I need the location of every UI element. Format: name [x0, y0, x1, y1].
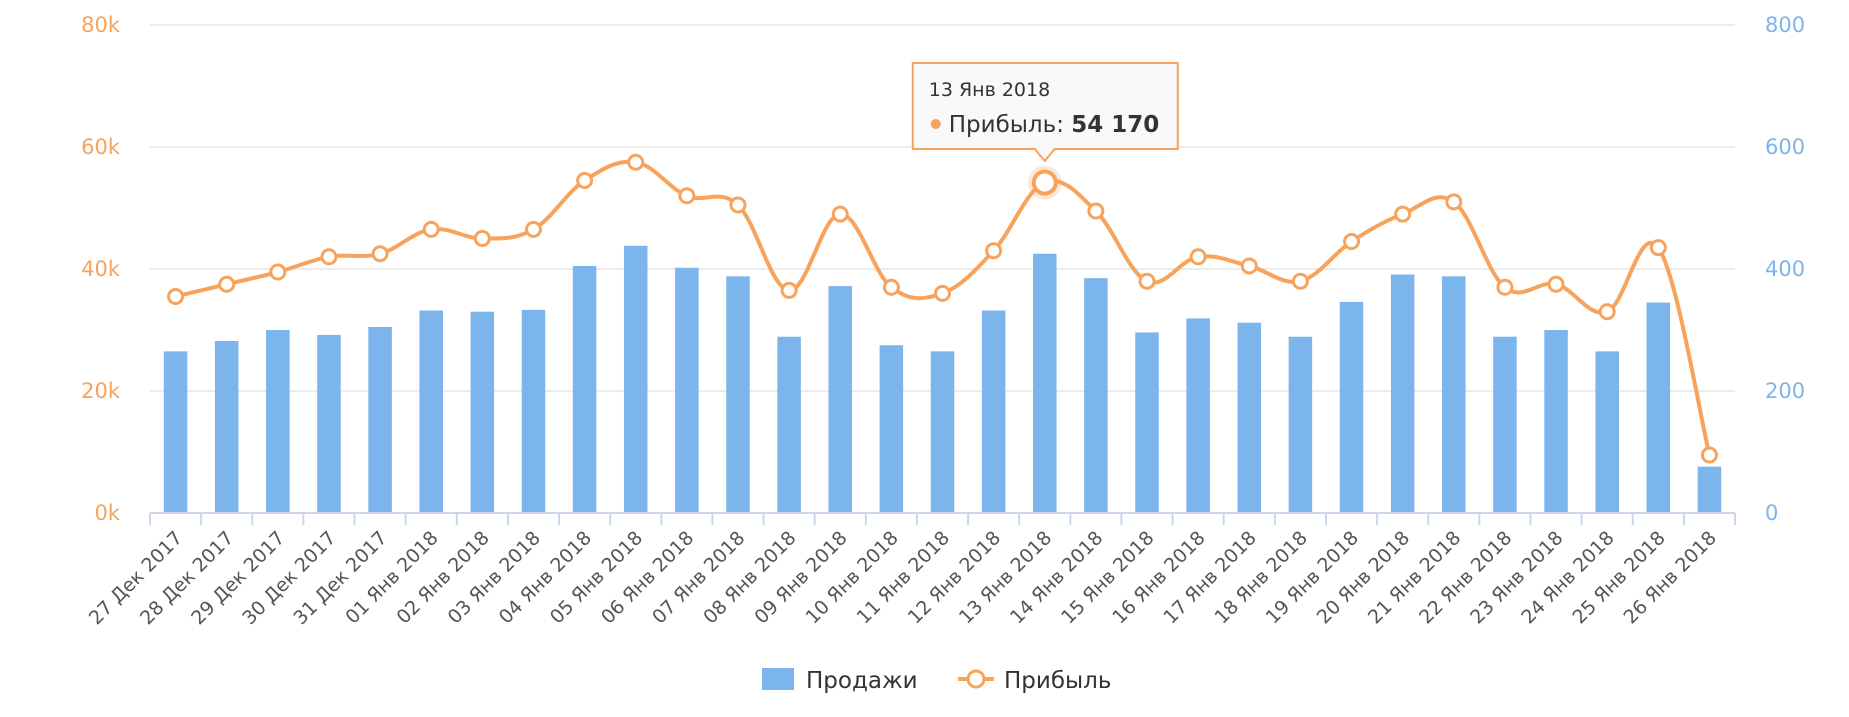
left-y-tick-label: 80k	[81, 13, 121, 37]
sales-bar[interactable]	[1646, 302, 1671, 513]
sales-bar[interactable]	[675, 267, 699, 513]
sales-bar[interactable]	[1697, 466, 1722, 513]
tooltip: 13 Янв 2018 Прибыль: 54 170	[911, 62, 1179, 163]
profit-point[interactable]	[882, 278, 900, 296]
sales-bar[interactable]	[777, 336, 801, 513]
right-y-tick-label: 200	[1765, 379, 1805, 403]
profit-point[interactable]	[1240, 257, 1258, 275]
profit-line	[167, 153, 1718, 464]
legend-profit-marker	[966, 669, 986, 689]
sales-bar[interactable]	[1442, 276, 1466, 513]
tooltip-date: 13 Янв 2018	[929, 79, 1050, 101]
profit-line-path	[175, 159, 1712, 456]
profit-point[interactable]	[1031, 169, 1058, 196]
left-y-tick-label: 40k	[81, 257, 121, 281]
sales-bar[interactable]	[1135, 332, 1159, 513]
left-y-axis: 0k 20k 40k 60k 80k	[81, 13, 121, 525]
profit-point[interactable]	[524, 220, 542, 238]
sales-bar[interactable]	[419, 310, 443, 513]
legend-sales-label[interactable]: Продажи	[806, 668, 918, 694]
profit-point[interactable]	[422, 220, 440, 238]
sales-bar[interactable]	[1339, 301, 1364, 513]
profit-point[interactable]	[576, 172, 594, 190]
right-y-axis: 0 200 400 600 800	[1765, 13, 1805, 525]
right-y-tick-label: 600	[1765, 135, 1805, 159]
left-y-tick-label: 0k	[94, 501, 120, 525]
profit-point[interactable]	[780, 281, 798, 299]
sales-bar[interactable]	[1390, 274, 1415, 513]
profit-point[interactable]	[1138, 272, 1156, 290]
sales-bar[interactable]	[521, 309, 546, 513]
profit-point[interactable]	[831, 205, 849, 223]
profit-point[interactable]	[1291, 272, 1309, 290]
tooltip-box	[911, 62, 1179, 163]
sales-bar[interactable]	[1288, 336, 1313, 513]
profit-point[interactable]	[1087, 202, 1105, 220]
legend[interactable]: Продажи Прибыль	[762, 668, 1111, 694]
sales-bar[interactable]	[981, 310, 1006, 513]
profit-point[interactable]	[1189, 248, 1207, 266]
sales-bar[interactable]	[1237, 322, 1262, 513]
sales-bar[interactable]	[726, 276, 750, 513]
sales-bar[interactable]	[1084, 278, 1108, 513]
sales-bar[interactable]	[1595, 351, 1619, 513]
profit-point[interactable]	[934, 284, 951, 302]
sales-bar[interactable]	[879, 345, 904, 513]
profit-point[interactable]	[1700, 446, 1718, 464]
sales-bars	[163, 245, 1722, 513]
tooltip-value: 54 170	[1071, 112, 1159, 138]
left-y-tick-label: 60k	[81, 135, 121, 159]
profit-point[interactable]	[371, 245, 389, 263]
sales-bar[interactable]	[1032, 253, 1057, 513]
right-y-tick-label: 800	[1765, 13, 1805, 37]
right-y-tick-label: 400	[1765, 257, 1805, 281]
tooltip-label: Прибыль: 54 170	[949, 112, 1160, 138]
profit-point[interactable]	[1445, 193, 1463, 211]
sales-bar[interactable]	[930, 351, 955, 513]
sales-bar[interactable]	[214, 340, 239, 513]
sales-bar[interactable]	[317, 334, 341, 513]
sales-bar[interactable]	[470, 311, 495, 513]
profit-point[interactable]	[320, 248, 338, 266]
legend-sales-swatch	[762, 668, 794, 690]
profit-point[interactable]	[1547, 275, 1565, 293]
sales-bar[interactable]	[1493, 336, 1517, 513]
sales-bar[interactable]	[623, 245, 648, 513]
profit-point[interactable]	[473, 230, 491, 247]
legend-profit-label[interactable]: Прибыль	[1004, 668, 1111, 694]
profit-point[interactable]	[1496, 278, 1514, 296]
profit-point[interactable]	[729, 196, 747, 214]
sales-bar[interactable]	[163, 351, 188, 513]
sales-bar[interactable]	[266, 330, 290, 513]
tooltip-series-dot	[930, 119, 941, 129]
profit-point[interactable]	[1649, 239, 1667, 257]
profit-point[interactable]	[167, 287, 185, 305]
right-y-tick-label: 0	[1765, 501, 1778, 525]
left-y-tick-label: 20k	[81, 379, 121, 403]
sales-bar[interactable]	[1186, 318, 1210, 513]
profit-point[interactable]	[627, 153, 645, 171]
profit-point[interactable]	[1598, 303, 1616, 321]
sales-bar[interactable]	[368, 326, 392, 513]
profit-point[interactable]	[1343, 233, 1361, 251]
profit-point[interactable]	[985, 242, 1003, 260]
profit-point[interactable]	[678, 187, 696, 205]
x-tick-label: 26 Янв 2018	[1620, 527, 1721, 628]
profit-point[interactable]	[269, 263, 287, 281]
sales-bar[interactable]	[828, 286, 853, 513]
profit-point[interactable]	[1394, 205, 1412, 223]
sales-bar[interactable]	[1544, 330, 1568, 513]
profit-point[interactable]	[218, 275, 236, 293]
sales-bar[interactable]	[572, 265, 597, 513]
